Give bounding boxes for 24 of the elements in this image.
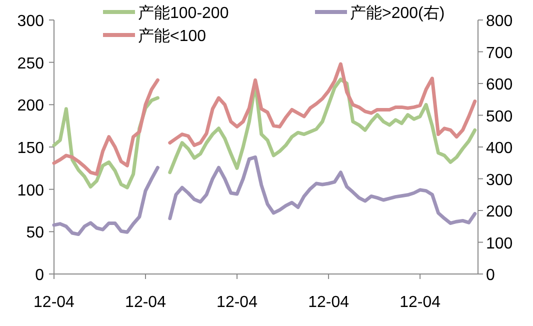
ytick: 100 <box>17 182 44 200</box>
xtick: 12-04 <box>34 294 74 311</box>
y2tick: 500 <box>486 108 513 126</box>
y2tick: 300 <box>486 172 513 189</box>
legend-label: 产能>200(右) <box>350 5 445 22</box>
ytick: 150 <box>17 140 44 157</box>
y2tick: 100 <box>486 235 513 252</box>
ytick: 300 <box>17 13 44 30</box>
ytick: 0 <box>35 267 44 284</box>
xtick: 12-04 <box>400 294 440 311</box>
y2tick: 200 <box>486 204 513 220</box>
ytick: 250 <box>17 55 44 72</box>
legend-label: 产能<100 <box>138 28 206 45</box>
xtick: 12-04 <box>125 294 166 311</box>
legend-label: 产能100-200 <box>138 5 229 22</box>
y2tick: 800 <box>486 13 513 30</box>
y2tick: 700 <box>486 44 513 62</box>
y2tick: 400 <box>486 140 513 157</box>
ytick: 200 <box>17 98 44 115</box>
xtick: 12-04 <box>308 294 349 311</box>
y2tick: 600 <box>486 76 513 94</box>
xtick: 12-04 <box>216 294 258 311</box>
y2tick: 0 <box>486 267 495 284</box>
ytick: 50 <box>26 224 44 242</box>
